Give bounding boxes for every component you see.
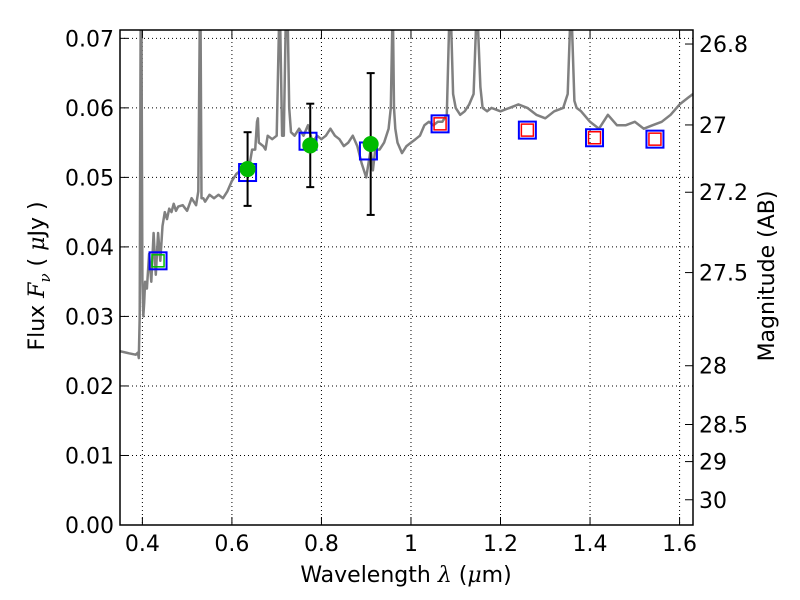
x-tick-label: 1.4: [573, 532, 608, 557]
y-tick-label: 0.06: [65, 97, 114, 122]
mag-tick-label: 26.8: [699, 33, 748, 58]
plot-frame: [119, 29, 694, 526]
y2-axis-title: Magnitude (AB): [755, 191, 780, 362]
x-tick-label: 0.8: [304, 532, 339, 557]
x-tick-label: 0.4: [125, 532, 160, 557]
plot-contents: [120, 30, 693, 360]
y-tick-label: 0.07: [65, 27, 114, 52]
detection-point: [362, 136, 379, 153]
model-square-point: [517, 120, 537, 140]
x-tick-label: 1: [404, 532, 418, 557]
mag-tick-label: 29: [699, 451, 727, 476]
tick-marks: [120, 30, 693, 526]
mag-tick-label: 28.5: [699, 414, 748, 439]
model-square-point: [585, 128, 605, 148]
x-tick-label: 1.2: [483, 532, 518, 557]
y-tick-label: 0.00: [65, 514, 114, 539]
upper-limit-point: [520, 123, 535, 137]
upper-limit-point: [648, 132, 662, 146]
model-square-point: [645, 129, 665, 149]
detection-point: [239, 161, 256, 178]
upper-limit-point: [433, 117, 447, 131]
model-square-point: [148, 251, 168, 271]
detection-point: [302, 137, 319, 154]
y-axis-title: Flux Fν ( μJy ): [25, 201, 54, 350]
grid-lines: [120, 30, 693, 526]
plot-area: [120, 30, 693, 360]
spectrum-line: [120, 30, 693, 360]
x-tick-label: 0.6: [214, 532, 249, 557]
model-square-point: [430, 114, 450, 134]
mag-tick-label: 28: [699, 355, 727, 380]
mag-tick-label: 30: [699, 489, 727, 514]
y-tick-label: 0.05: [65, 166, 114, 191]
y-tick-label: 0.04: [65, 236, 114, 261]
axes: [119, 29, 694, 526]
y-tick-label: 0.02: [65, 375, 114, 400]
mag-tick-label: 27: [699, 114, 727, 139]
upper-limit-point: [587, 131, 602, 145]
mag-tick-label: 27.2: [699, 181, 748, 206]
y-tick-label: 0.01: [65, 444, 114, 469]
mag-tick-label: 27.5: [699, 262, 748, 287]
x-axis-title: Wavelength λ (μm): [300, 563, 511, 588]
x-tick-label: 1.6: [662, 532, 697, 557]
tick-labels: 0.4 0.6 0.8 1 1.2 1.4 1.6 0.00 0.01 0.02 0.03 0.04 0…: [65, 27, 748, 557]
upper-limit-point: [151, 254, 165, 268]
y-tick-label: 0.03: [65, 305, 114, 330]
